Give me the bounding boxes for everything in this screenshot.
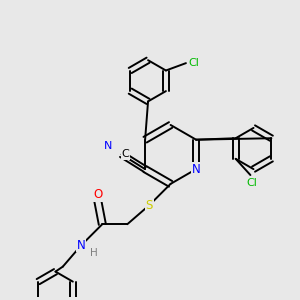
Text: C: C: [121, 149, 129, 159]
Text: O: O: [93, 188, 103, 201]
Text: H: H: [90, 248, 97, 258]
Text: N: N: [192, 163, 200, 176]
Text: N: N: [104, 141, 112, 151]
Text: N: N: [77, 239, 85, 252]
Text: Cl: Cl: [246, 178, 257, 188]
Text: S: S: [146, 199, 153, 212]
Text: Cl: Cl: [189, 58, 200, 68]
